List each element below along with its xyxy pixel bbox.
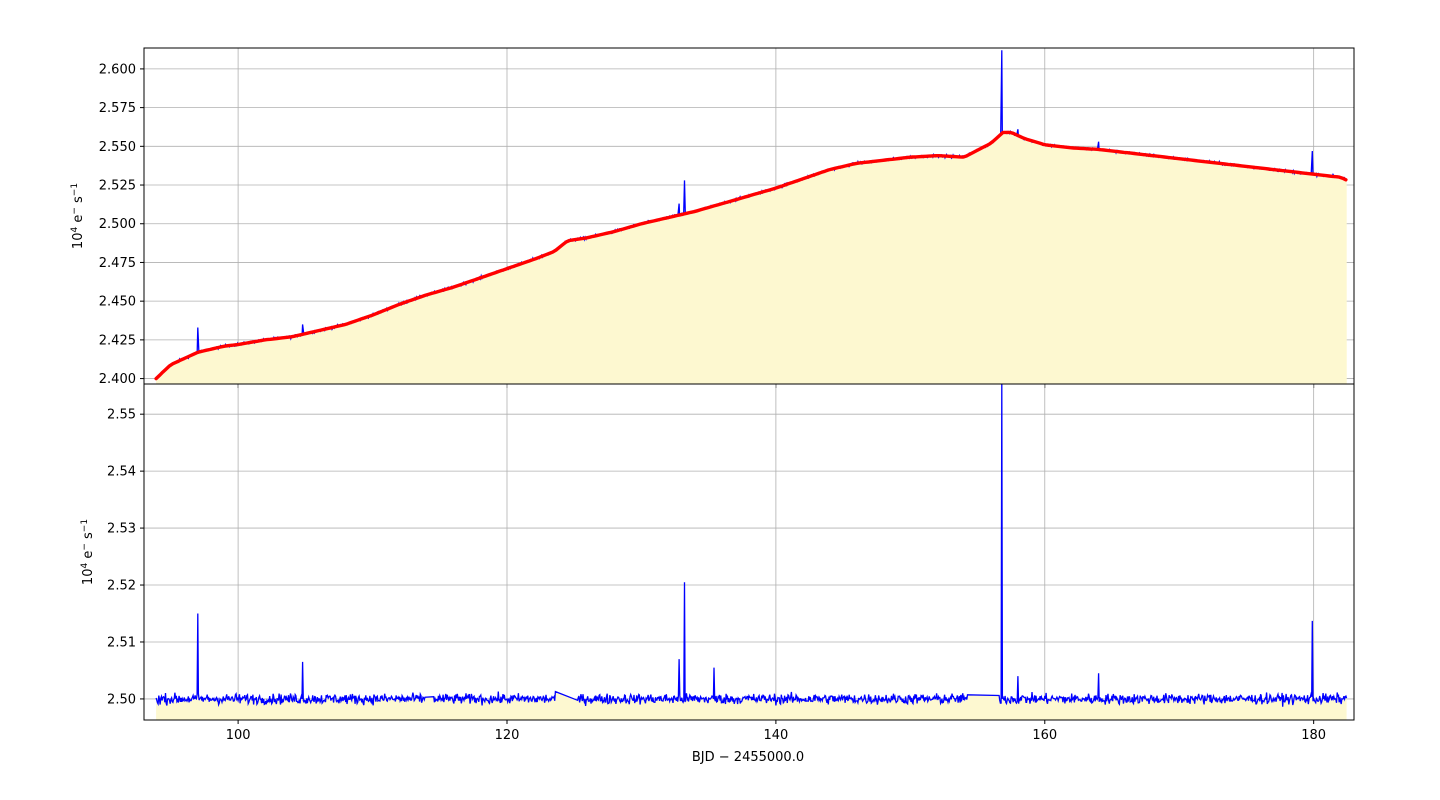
- bottom-panel: 2.50 2.51 2.52 2.53 2.54 2.55 100 120 140 160 180 1…: [80, 383, 1355, 743]
- y-axis-label: 104 e− s−1: [80, 519, 96, 585]
- y-tick-label: 2.425: [99, 333, 136, 348]
- y-tick-label: 2.500: [99, 217, 136, 232]
- x-tick-label: 160: [1032, 728, 1057, 743]
- y-axis-label-text: 10: [81, 569, 96, 586]
- y-axis-label-superscript: −1: [70, 183, 80, 196]
- plot-area: [155, 384, 1348, 720]
- y-tick-label: 2.55: [107, 408, 136, 423]
- plot-area: [154, 50, 1348, 384]
- y-axis-label-text: 10: [71, 233, 86, 250]
- y-axis-label-text: s: [71, 196, 86, 207]
- x-axis-label: BJD − 2455000.0: [692, 750, 804, 765]
- x-tick-label: 100: [226, 728, 251, 743]
- y-tick-label: 2.475: [99, 256, 136, 271]
- y-tick-label: 2.575: [99, 101, 136, 116]
- y-axis-label-superscript: −1: [80, 519, 90, 532]
- y-axis-label: 104 e− s−1: [70, 183, 86, 249]
- axes-frame: [143, 383, 1355, 721]
- y-tick-label: 2.51: [107, 635, 136, 650]
- y-axis-label-superscript: −: [80, 543, 90, 551]
- y-axis-label-superscript: −: [70, 207, 80, 215]
- y-axis-label-text: e: [81, 551, 96, 563]
- y-axis-label-text: e: [71, 215, 86, 227]
- flux-fill: [156, 50, 1347, 384]
- x-tick-label: 140: [763, 728, 788, 743]
- y-tick-label: 2.550: [99, 140, 136, 155]
- x-tick-label: 120: [495, 728, 520, 743]
- y-axis-label-superscript: 4: [80, 563, 90, 569]
- trend-series-line: [154, 130, 1348, 381]
- y-tick-label: 2.50: [107, 692, 136, 707]
- y-axis-label-superscript: 4: [70, 227, 80, 233]
- y-tick-label: 2.54: [107, 465, 136, 480]
- x-tick-label: 180: [1301, 728, 1326, 743]
- y-tick-label: 2.525: [99, 179, 136, 194]
- top-panel: 2.400 2.425 2.450 2.475 2.500 2.525 2.550 2.575…: [70, 47, 1355, 388]
- detrended-series-line: [155, 384, 1348, 708]
- y-tick-label: 2.600: [99, 62, 136, 77]
- y-tick-label: 2.450: [99, 295, 136, 310]
- y-tick-label: 2.400: [99, 372, 136, 387]
- y-axis-label-text: s: [81, 532, 96, 543]
- y-tick-label: 2.53: [107, 522, 136, 537]
- y-tick-label: 2.52: [107, 579, 136, 594]
